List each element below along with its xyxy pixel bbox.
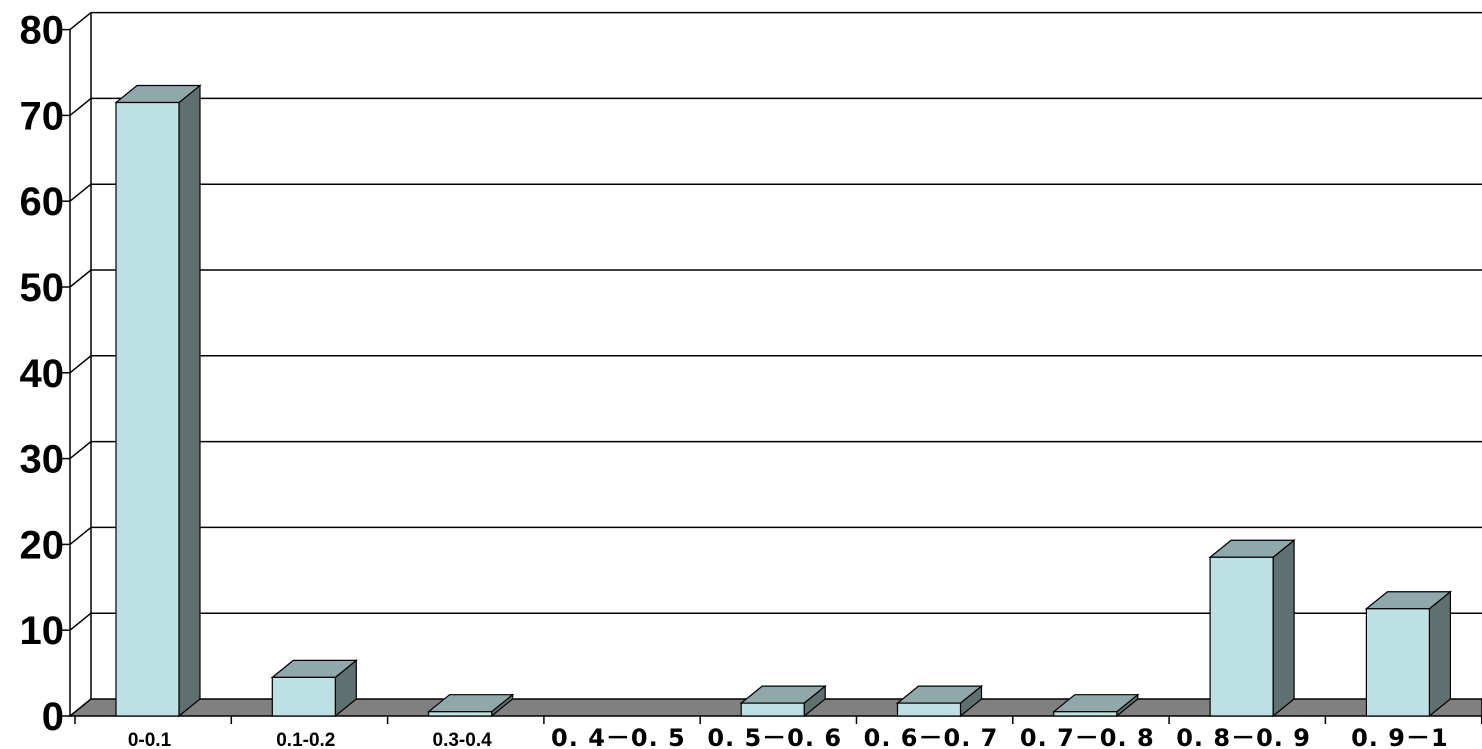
bar [895, 684, 984, 718]
y-tick-labels: 0 10 20 30 40 50 60 70 80 [20, 9, 65, 739]
bar-front [428, 711, 493, 717]
gridlines [69, 11, 1482, 631]
y-tick-label: 70 [20, 94, 65, 138]
gridline-depth [69, 526, 92, 545]
bar-front [740, 702, 805, 717]
gridline-depth [69, 12, 92, 31]
gridline-depth [69, 97, 92, 116]
x-tick-label: 0. 8－0. 9 [1176, 724, 1311, 749]
gridline-depth [69, 612, 92, 631]
bar-front [1053, 711, 1118, 717]
bar [114, 84, 202, 718]
bars [114, 84, 1453, 718]
bar-front [896, 702, 962, 717]
bar [1208, 539, 1296, 718]
bar-side [1428, 590, 1452, 718]
x-tick-label: 0-0.1 [128, 730, 172, 749]
bar-side [1272, 539, 1295, 718]
bar [426, 693, 515, 718]
x-tick-label: 0. 9－1 [1351, 724, 1449, 749]
y-tick-label: 40 [20, 352, 65, 396]
bar [270, 659, 358, 718]
gridline-depth [69, 441, 92, 460]
y-tick-label: 10 [20, 609, 65, 653]
y-tick-label: 50 [20, 266, 65, 310]
y-tick-label: 80 [20, 9, 65, 53]
x-tick-labels: 0-0.1 0.1-0.2 0.3-0.4 0. 4－0. 5 0. 5－0. 6 0. … [128, 724, 1449, 749]
x-tick-label: 0. 6－0. 7 [864, 724, 999, 749]
x-tick-label: 0.1-0.2 [276, 730, 335, 749]
bar-front [1209, 556, 1274, 717]
y-tick-label: 30 [20, 438, 65, 482]
bar [1364, 590, 1453, 718]
bar-front [115, 101, 180, 717]
bar-side [178, 84, 201, 718]
bar [1052, 693, 1140, 718]
gridline-depth [69, 269, 92, 288]
bar-front [1365, 608, 1431, 717]
gridline-depth [69, 355, 92, 374]
x-tick-label: 0. 7－0. 8 [1020, 724, 1155, 749]
x-tick-label: 0.3-0.4 [433, 730, 493, 749]
y-tick-label: 60 [20, 180, 65, 224]
y-tick-label: 20 [20, 523, 65, 567]
bar [739, 684, 827, 718]
y-tick-label: 0 [42, 695, 64, 739]
bar-front [271, 676, 336, 717]
gridline-depth [69, 183, 92, 202]
y-axis [62, 12, 1482, 724]
x-tick-label: 0. 4－0. 5 [551, 724, 686, 749]
x-tick-label: 0. 5－0. 6 [707, 724, 842, 749]
